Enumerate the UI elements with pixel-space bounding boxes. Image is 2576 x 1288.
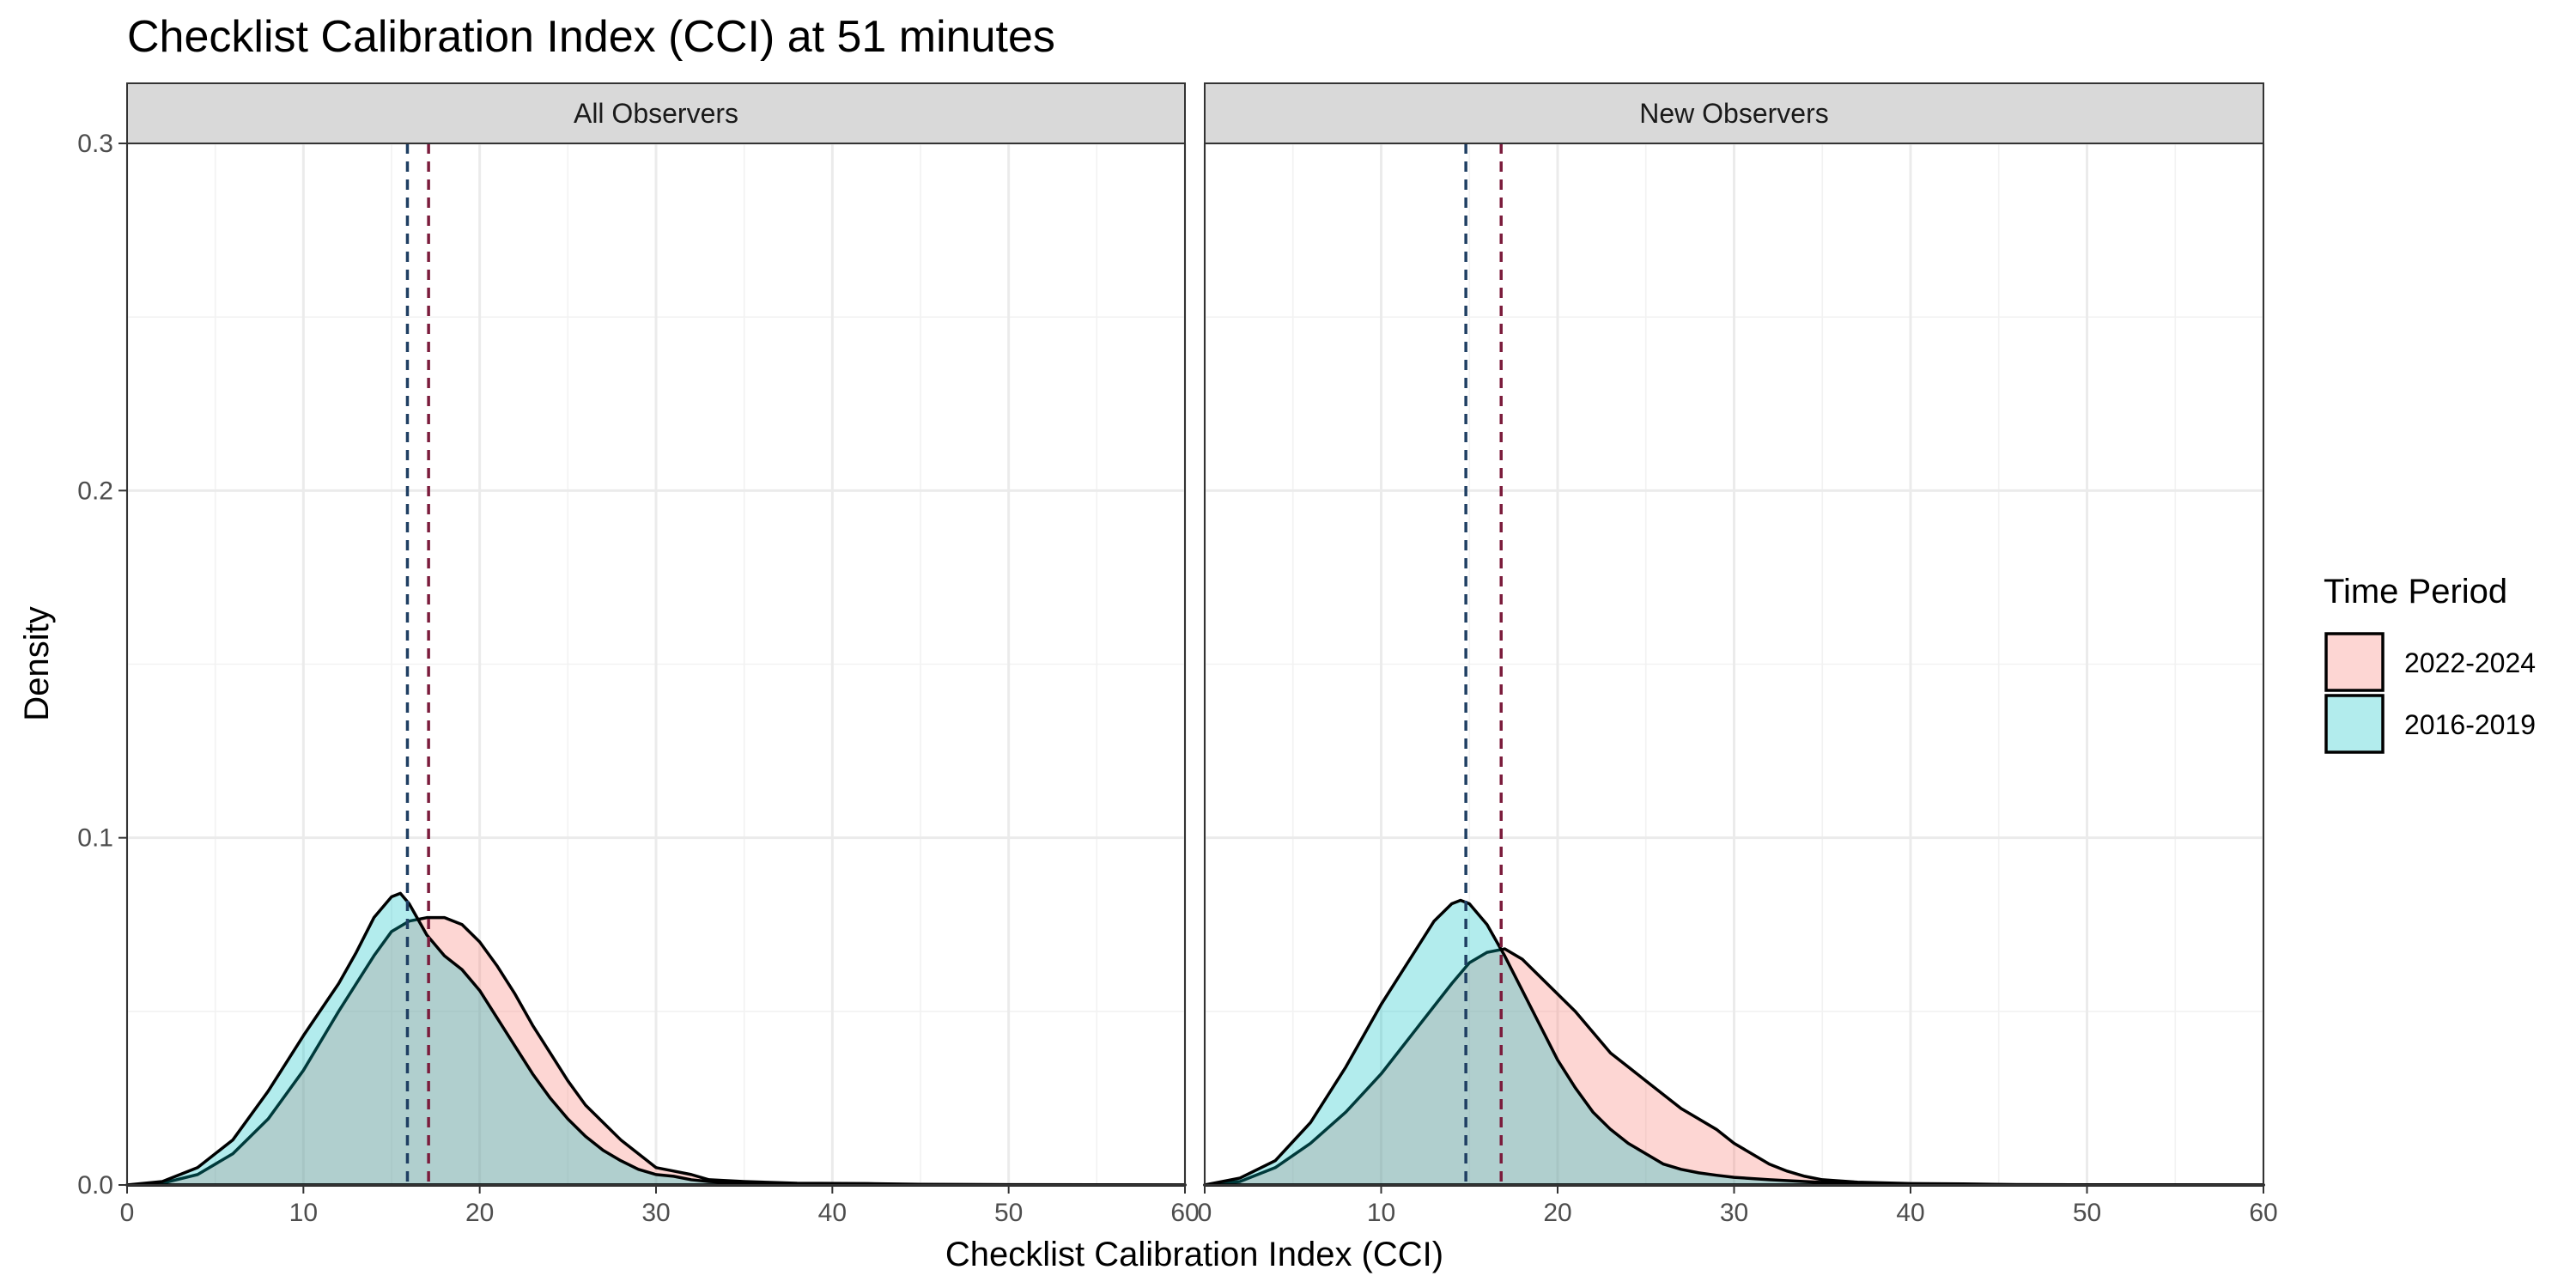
x-tick-label: 30 xyxy=(1720,1199,1748,1227)
x-tick-label: 0 xyxy=(120,1199,135,1227)
facet-strip-label: New Observers xyxy=(1639,98,1829,129)
legend-title: Time Period xyxy=(2324,573,2507,611)
y-tick-label: 0.1 xyxy=(77,824,113,853)
x-tick-label: 20 xyxy=(465,1199,494,1227)
legend-label: 2016-2019 xyxy=(2404,709,2536,740)
legend: Time Period 2022-2024 2016-2019 xyxy=(2324,573,2536,754)
chart-title: Checklist Calibration Index (CCI) at 51 … xyxy=(127,12,1055,62)
density-area-2016-2019 xyxy=(125,891,1187,1187)
facet-strip xyxy=(1204,82,2264,144)
y-tick-label: 0.0 xyxy=(77,1171,113,1200)
facet-all-observers: All Observers 0 10 20 30 40 50 60 xyxy=(120,82,1200,1227)
facet-strip xyxy=(126,82,1186,144)
y-axis-title: Density xyxy=(18,606,56,720)
x-tick-label: 20 xyxy=(1543,1199,1571,1227)
x-tick-label: 50 xyxy=(2073,1199,2101,1227)
legend-label: 2022-2024 xyxy=(2404,647,2536,678)
density-area-2016-2019 xyxy=(1203,898,2265,1187)
x-tick-label: 30 xyxy=(641,1199,670,1227)
facet-panels: All Observers 0 10 20 30 40 50 60 New Observers 0… xyxy=(77,82,2278,1227)
y-axis: 0.0 0.1 0.2 0.3 xyxy=(77,130,127,1200)
x-tick-label: 50 xyxy=(994,1199,1023,1227)
legend-swatch xyxy=(2324,694,2385,754)
x-tick-label: 0 xyxy=(1198,1199,1212,1227)
y-tick-label: 0.3 xyxy=(77,130,113,158)
x-tick-label: 60 xyxy=(2249,1199,2277,1227)
x-tick-label: 10 xyxy=(1367,1199,1395,1227)
x-tick-label: 40 xyxy=(1896,1199,1924,1227)
legend-item-2016-2019: 2016-2019 xyxy=(2324,694,2536,754)
x-tick-label: 60 xyxy=(1170,1199,1199,1227)
x-axis-title: Checklist Calibration Index (CCI) xyxy=(945,1236,1443,1273)
x-tick-label: 10 xyxy=(289,1199,318,1227)
legend-items: 2022-2024 2016-2019 xyxy=(2324,632,2536,754)
x-tick-label: 40 xyxy=(818,1199,847,1227)
facet-strip-label: All Observers xyxy=(574,98,738,129)
legend-item-2022-2024: 2022-2024 xyxy=(2324,632,2536,692)
y-tick-label: 0.2 xyxy=(77,477,113,505)
facet-new-observers: New Observers 0 10 20 30 40 50 60 xyxy=(1198,82,2278,1227)
legend-swatch xyxy=(2324,632,2385,692)
